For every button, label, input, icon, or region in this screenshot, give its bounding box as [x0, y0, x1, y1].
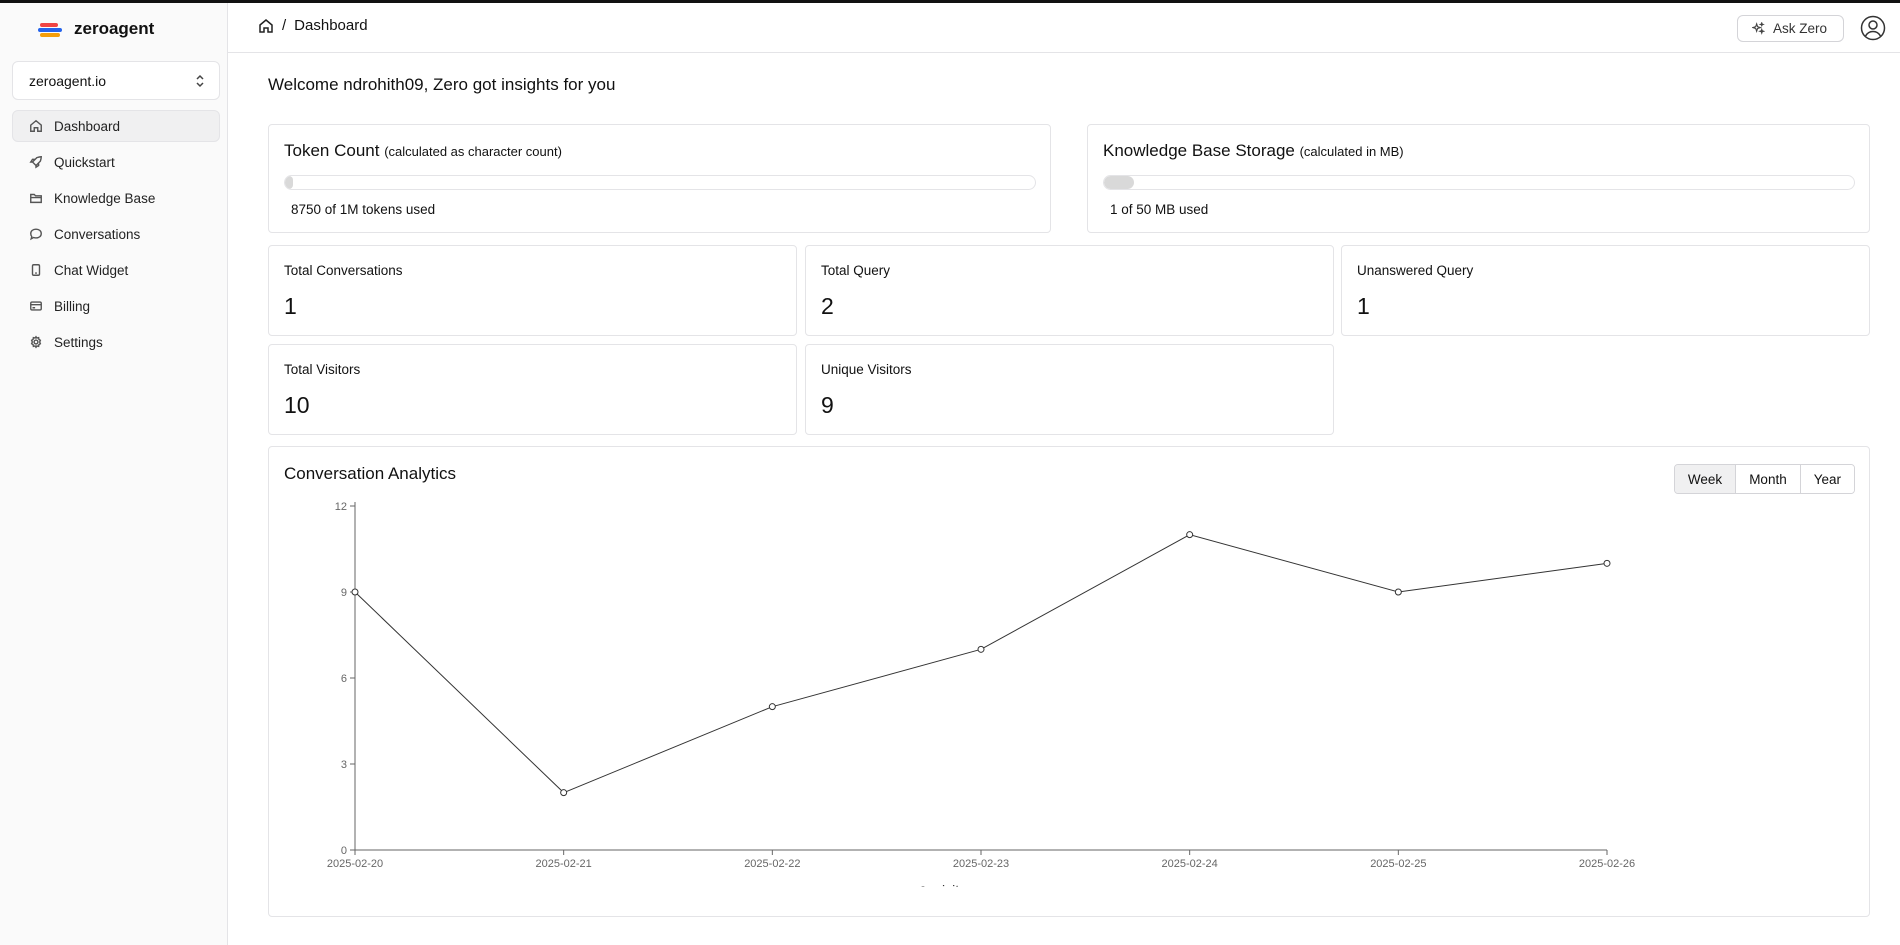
y-tick-label: 6: [341, 673, 347, 685]
series-line-visitors: [354, 534, 1608, 794]
sidebar-item-settings[interactable]: Settings: [12, 326, 220, 358]
data-point: [1186, 531, 1194, 539]
x-tick-label: 2025-02-24: [1162, 858, 1218, 870]
breadcrumb-current: Dashboard: [294, 17, 368, 34]
data-point: [560, 789, 568, 797]
x-tick-label: 2025-02-20: [327, 858, 383, 870]
stat-value: 1: [284, 293, 297, 319]
rocket-icon: [29, 156, 42, 169]
folder-icon: [30, 193, 42, 204]
sidebar-item-quickstart[interactable]: Quickstart: [12, 146, 220, 178]
brand[interactable]: zeroagent: [38, 19, 154, 39]
sidebar-item-dashboard[interactable]: Dashboard: [12, 110, 220, 142]
token-count-card: Token Count (calculated as character cou…: [268, 124, 1051, 233]
ask-zero-button[interactable]: Ask Zero: [1736, 15, 1844, 42]
ask-zero-label: Ask Zero: [1772, 21, 1827, 36]
sidebar-item-label: Quickstart: [54, 154, 115, 170]
period-month-button[interactable]: Month: [1735, 465, 1800, 493]
y-tick-label: 3: [341, 759, 347, 771]
brand-logo: [38, 21, 66, 37]
period-week-button[interactable]: Week: [1674, 465, 1736, 493]
credit-card-icon: [30, 301, 42, 311]
x-tick-label: 2025-02-26: [1579, 858, 1635, 870]
data-point: [977, 645, 985, 653]
x-tick-label: 2025-02-23: [953, 858, 1009, 870]
token-progress-fill: [285, 176, 293, 189]
stat-value: 2: [821, 293, 834, 319]
data-point: [1603, 559, 1611, 567]
device-icon: [31, 264, 41, 276]
brand-name: zeroagent: [74, 19, 155, 38]
x-tick-label: 2025-02-25: [1370, 858, 1426, 870]
visitors-line-chart: 0 3 6 9 12 2025-02-20 2025-02-21 2025-02-22 2025…: [327, 501, 1635, 887]
storage-progress-fill: [1104, 176, 1134, 189]
stat-label: Unique Visitors: [821, 362, 912, 377]
home-icon: [30, 119, 42, 132]
stat-label: Total Conversations: [284, 263, 403, 278]
sidebar-item-chat-widget[interactable]: Chat Widget: [12, 254, 220, 286]
data-point: [351, 588, 359, 596]
storage-subtitle: (calculated in MB): [1299, 144, 1404, 159]
org-selector-value: zeroagent.io: [29, 72, 107, 89]
breadcrumb: / Dashboard: [258, 17, 368, 34]
data-point: [1394, 588, 1402, 596]
stat-label: Total Query: [821, 263, 891, 278]
storage-usage-text: 1 of 50 MB used: [1110, 202, 1209, 217]
card-title: Knowledge Base Storage (calculated in MB…: [1103, 141, 1404, 161]
token-count-subtitle: (calculated as character count): [384, 144, 562, 159]
stat-card-total-query: Total Query 2: [805, 245, 1334, 336]
sidebar-item-knowledge-base[interactable]: Knowledge Base: [12, 182, 220, 214]
token-count-title: Token Count: [284, 141, 380, 160]
sparkles-icon: [1751, 22, 1765, 35]
topbar: / Dashboard Ask Zero: [228, 3, 1900, 53]
period-year-button[interactable]: Year: [1799, 465, 1854, 493]
y-tick-label: 0: [341, 845, 347, 857]
storage-card: Knowledge Base Storage (calculated in MB…: [1087, 124, 1870, 233]
chevron-up-down-icon: [196, 74, 204, 87]
chart-title: Conversation Analytics: [284, 464, 456, 483]
stat-value: 1: [1357, 293, 1370, 319]
sidebar-item-label: Chat Widget: [54, 262, 129, 278]
y-tick-label: 9: [341, 587, 347, 599]
token-progress-bar: [284, 175, 1036, 190]
sidebar-item-label: Conversations: [54, 226, 141, 242]
stat-card-unique-visitors: Unique Visitors 9: [805, 344, 1334, 435]
legend-label: visitors: [935, 882, 979, 887]
stat-card-unanswered-query: Unanswered Query 1: [1341, 245, 1870, 336]
stat-label: Total Visitors: [284, 362, 361, 377]
sidebar-item-label: Settings: [54, 334, 103, 350]
x-tick-label: 2025-02-22: [744, 858, 800, 870]
stat-value: 9: [821, 392, 834, 418]
chat-icon: [30, 228, 42, 241]
conversation-analytics-card: Conversation Analytics Week Month Year 0…: [268, 446, 1870, 917]
y-tick-label: 12: [335, 501, 347, 513]
breadcrumb-separator: /: [282, 17, 287, 34]
welcome-message: Welcome ndrohith09, Zero got insights fo…: [268, 75, 616, 94]
card-title: Token Count (calculated as character cou…: [284, 141, 562, 161]
gear-icon: [30, 335, 42, 349]
sidebar-item-billing[interactable]: Billing: [12, 290, 220, 322]
stat-card-total-visitors: Total Visitors 10: [268, 344, 797, 435]
sidebar: zeroagent zeroagent.io Dashboard Quickst…: [0, 3, 228, 945]
sidebar-item-label: Billing: [54, 298, 91, 314]
token-usage-text: 8750 of 1M tokens used: [291, 202, 436, 217]
storage-progress-bar: [1103, 175, 1855, 190]
sidebar-item-label: Knowledge Base: [54, 190, 156, 206]
data-point: [768, 703, 776, 711]
x-tick-label: 2025-02-21: [536, 858, 592, 870]
org-selector[interactable]: zeroagent.io: [12, 61, 220, 100]
period-toggle: Week Month Year: [1673, 464, 1855, 494]
user-avatar-icon[interactable]: [1860, 15, 1886, 41]
storage-title: Knowledge Base Storage: [1103, 141, 1295, 160]
stat-label: Unanswered Query: [1357, 263, 1474, 278]
home-icon[interactable]: [258, 18, 274, 34]
sidebar-nav: Dashboard Quickstart Knowledge Base Conv…: [12, 110, 220, 362]
stat-value: 10: [284, 392, 310, 418]
sidebar-item-label: Dashboard: [54, 118, 121, 134]
sidebar-item-conversations[interactable]: Conversations: [12, 218, 220, 250]
stat-card-total-conversations: Total Conversations 1: [268, 245, 797, 336]
